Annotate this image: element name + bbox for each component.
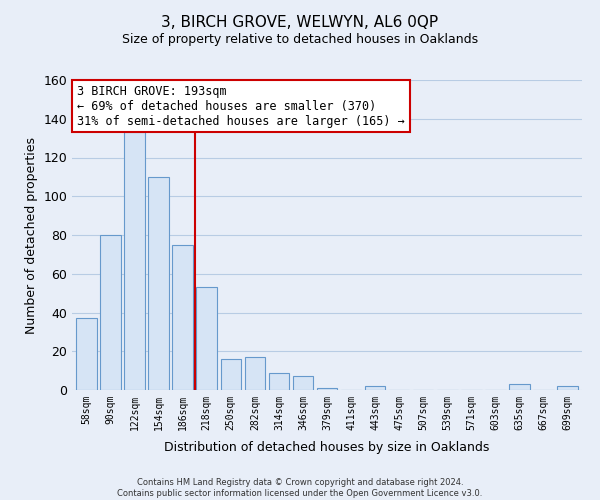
Y-axis label: Number of detached properties: Number of detached properties	[25, 136, 38, 334]
Bar	[245, 357, 265, 390]
Bar	[557, 386, 578, 390]
Text: 3, BIRCH GROVE, WELWYN, AL6 0QP: 3, BIRCH GROVE, WELWYN, AL6 0QP	[161, 15, 439, 30]
Bar	[365, 386, 385, 390]
Bar	[221, 359, 241, 390]
Text: 3 BIRCH GROVE: 193sqm
← 69% of detached houses are smaller (370)
31% of semi-det: 3 BIRCH GROVE: 193sqm ← 69% of detached …	[77, 84, 405, 128]
Text: Size of property relative to detached houses in Oaklands: Size of property relative to detached ho…	[122, 32, 478, 46]
Bar	[293, 376, 313, 390]
Bar	[100, 235, 121, 390]
Bar	[124, 132, 145, 390]
Text: Contains HM Land Registry data © Crown copyright and database right 2024.
Contai: Contains HM Land Registry data © Crown c…	[118, 478, 482, 498]
Bar	[317, 388, 337, 390]
Bar	[269, 372, 289, 390]
Bar	[196, 288, 217, 390]
Bar	[509, 384, 530, 390]
Bar	[148, 177, 169, 390]
X-axis label: Distribution of detached houses by size in Oaklands: Distribution of detached houses by size …	[164, 441, 490, 454]
Bar	[172, 244, 193, 390]
Bar	[76, 318, 97, 390]
